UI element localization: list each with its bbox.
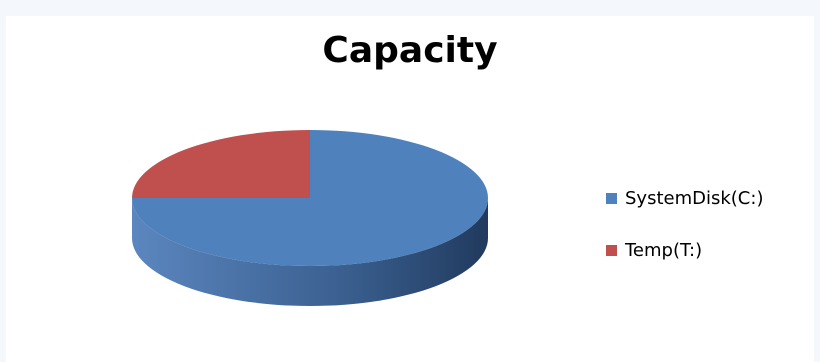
legend: SystemDisk(C:) Temp(T:) bbox=[606, 186, 763, 290]
legend-item-systemdisk: SystemDisk(C:) bbox=[606, 186, 763, 210]
legend-label-temp: Temp(T:) bbox=[625, 239, 703, 261]
legend-swatch-temp bbox=[606, 244, 617, 256]
legend-swatch-systemdisk bbox=[606, 192, 617, 204]
pie-side-systemdisk bbox=[132, 198, 488, 306]
pie-slice-temp bbox=[132, 130, 310, 198]
pie-side bbox=[132, 198, 488, 306]
pie-top bbox=[132, 130, 488, 266]
chart-title: Capacity bbox=[322, 30, 498, 71]
legend-label-systemdisk: SystemDisk(C:) bbox=[625, 187, 764, 209]
legend-item-temp: Temp(T:) bbox=[606, 238, 763, 262]
